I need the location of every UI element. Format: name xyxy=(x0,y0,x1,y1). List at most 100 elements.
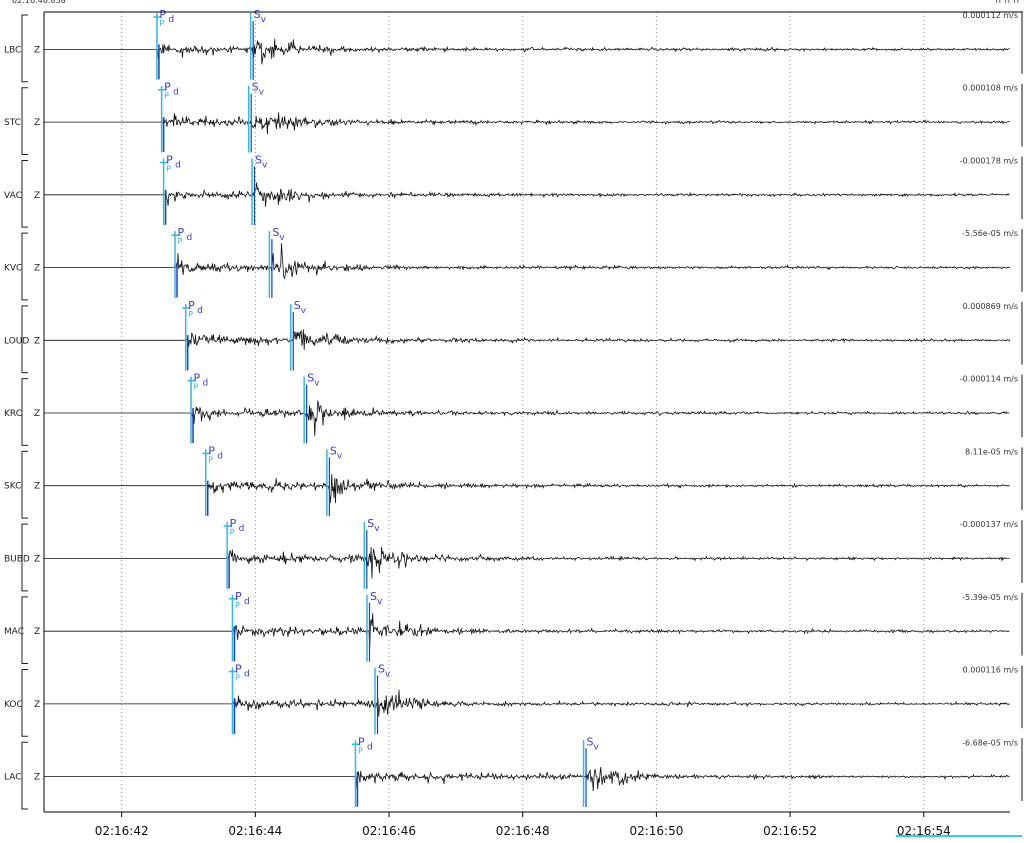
component-label: Z xyxy=(34,45,40,55)
trace-kvc[interactable]: KVC Z -5.56e-05 m/s P dP S v xyxy=(4,226,1023,301)
station-label: LAC xyxy=(4,773,22,783)
trace-stc[interactable]: STC Z 0.000108 m/s P dP S v xyxy=(4,81,1023,155)
trace-bracket xyxy=(21,232,28,301)
s-phase-label: S xyxy=(378,663,385,676)
trace-bracket xyxy=(21,450,28,519)
p-phase-label: P xyxy=(159,8,166,21)
component-label: Z xyxy=(34,773,40,783)
trace-vac[interactable]: VAC Z -0.000178 m/s P dP S v xyxy=(4,153,1023,228)
s-phase-label: S xyxy=(367,517,374,530)
p-phase-label: P xyxy=(164,81,171,94)
trace-lbc[interactable]: LBC Z 0.000112 m/s P dP S v xyxy=(4,8,1023,83)
s-sub-label: v xyxy=(594,742,600,752)
p-sub-label: d xyxy=(367,742,373,752)
trace-bracket xyxy=(21,378,28,446)
amplitude-label: 0.000112 m/s xyxy=(963,11,1018,20)
component-label: Z xyxy=(34,336,40,346)
s-phase-label: S xyxy=(330,444,337,457)
component-label: Z xyxy=(34,482,40,492)
p-sub-label: d xyxy=(203,379,209,389)
p-phase-label: P xyxy=(235,663,242,676)
start-time-label: 02:16:40.838 xyxy=(12,0,66,5)
s-phase-label: S xyxy=(294,299,301,312)
trace-bracket xyxy=(21,14,28,83)
s-phase-label: S xyxy=(252,81,259,94)
trace-bubd[interactable]: BUBD Z -0.000137 m/s P dP S v xyxy=(4,517,1023,592)
p-sub-ghost: P xyxy=(194,383,199,392)
amplitude-label: 0.000116 m/s xyxy=(963,666,1018,675)
trace-koc[interactable]: KOC Z 0.000116 m/s P dP S v xyxy=(4,663,1023,737)
s-phase-label: S xyxy=(370,590,377,603)
s-sub-label: v xyxy=(337,451,343,461)
trace-bracket xyxy=(21,159,28,228)
component-label: Z xyxy=(34,700,40,710)
x-tick-label: 02:16:44 xyxy=(228,824,282,838)
station-label: LBC xyxy=(4,45,21,55)
p-sub-ghost: P xyxy=(166,164,171,173)
amplitude-label: -0.000137 m/s xyxy=(960,520,1018,529)
s-sub-label: v xyxy=(377,597,383,607)
s-phase-label: S xyxy=(307,372,314,385)
waveform-line xyxy=(44,400,1010,436)
trace-krc[interactable]: KRC Z -0.000114 m/s P dP S v xyxy=(4,372,1023,446)
p-sub-ghost: P xyxy=(208,455,213,464)
trace-loud[interactable]: LOUD Z 0.000869 m/s P dP S v xyxy=(4,299,1023,374)
p-sub-label: d xyxy=(244,670,250,680)
p-phase-label: P xyxy=(194,372,201,385)
s-phase-label: S xyxy=(255,153,262,166)
trace-bracket xyxy=(21,87,28,155)
x-tick-label: 02:16:46 xyxy=(362,824,416,838)
x-tick-label: 02:16:42 xyxy=(95,824,149,838)
component-label: Z xyxy=(34,409,40,419)
waveform-line xyxy=(44,546,1010,579)
s-sub-label: v xyxy=(301,306,307,316)
p-sub-label: d xyxy=(168,15,174,25)
station-label: KVC xyxy=(4,264,22,274)
waveform-line xyxy=(44,38,1010,65)
p-sub-ghost: P xyxy=(177,237,182,246)
waveform-line xyxy=(44,767,1010,792)
amplitude-label: 0.000108 m/s xyxy=(963,84,1018,93)
trace-skc[interactable]: SKC Z 8.11e-05 m/s P dP S v xyxy=(4,444,1023,519)
waveform-line xyxy=(44,182,1010,207)
amplitude-label: -5.39e-05 m/s xyxy=(962,593,1018,602)
component-label: Z xyxy=(34,554,40,564)
trace-bracket xyxy=(21,523,28,592)
p-sub-ghost: P xyxy=(230,528,235,537)
p-phase-label: P xyxy=(235,590,242,603)
trace-bracket xyxy=(21,305,28,374)
s-sub-label: v xyxy=(385,670,391,680)
component-label: Z xyxy=(34,264,40,274)
p-sub-ghost: P xyxy=(159,19,164,28)
trace-mac[interactable]: MAC Z -5.39e-05 m/s P dP S v xyxy=(4,590,1023,665)
p-phase-label: P xyxy=(230,517,237,530)
trace-lac[interactable]: LAC Z -6.68e-05 m/s P dP S v xyxy=(4,735,1023,810)
station-label: SKC xyxy=(4,482,21,492)
station-label: KRC xyxy=(4,409,22,419)
s-phase-label: S xyxy=(587,735,594,748)
